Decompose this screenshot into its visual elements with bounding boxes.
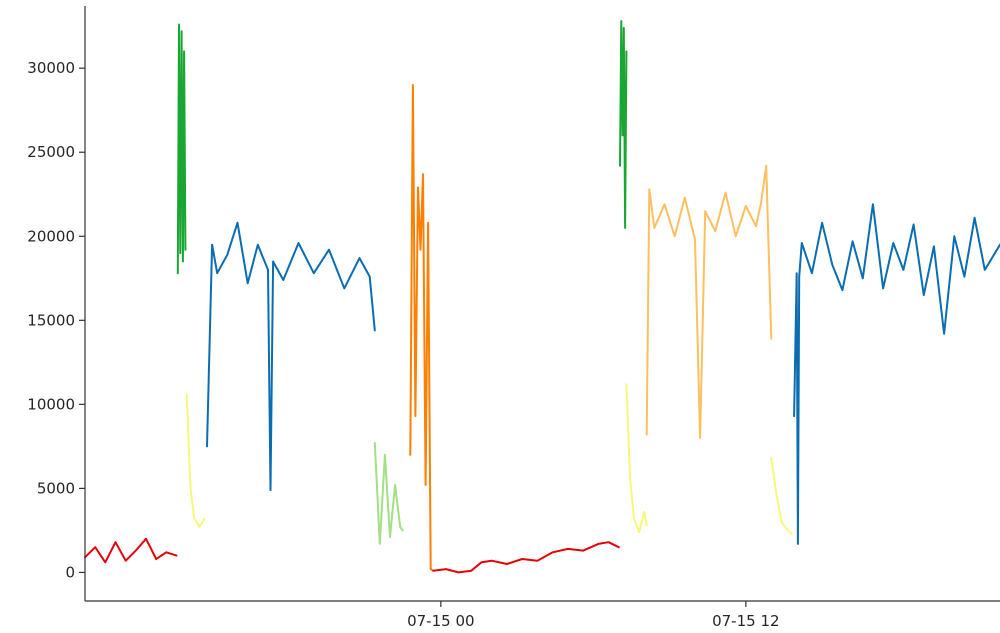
series-layer	[84, 20, 1000, 574]
series-line-12	[793, 203, 1000, 545]
series-line-1	[84, 537, 178, 564]
y-tick-label: 20000	[27, 227, 75, 245]
y-tick-label: 5000	[37, 479, 75, 497]
y-axis-ticks: 0 5000 10000 15000 20000 25000 30000	[27, 59, 85, 581]
y-tick-label: 10000	[27, 395, 75, 413]
x-tick-label: 07-15 12	[712, 612, 779, 630]
series-line-7	[432, 541, 620, 574]
y-tick-label: 30000	[27, 59, 75, 77]
series-line-6	[409, 84, 435, 572]
y-tick-label: 0	[65, 563, 75, 581]
x-tick-label: 07-15 00	[407, 612, 474, 630]
y-tick-label: 25000	[27, 143, 75, 161]
series-line-11	[770, 457, 793, 535]
series-line-9	[625, 383, 648, 534]
series-line-8	[619, 20, 628, 229]
series-line-2	[176, 23, 187, 275]
series-line-4	[206, 221, 376, 492]
y-tick-label: 15000	[27, 311, 75, 329]
series-line-3	[185, 393, 206, 528]
series-line-10	[645, 164, 773, 439]
series-line-5	[373, 442, 404, 545]
